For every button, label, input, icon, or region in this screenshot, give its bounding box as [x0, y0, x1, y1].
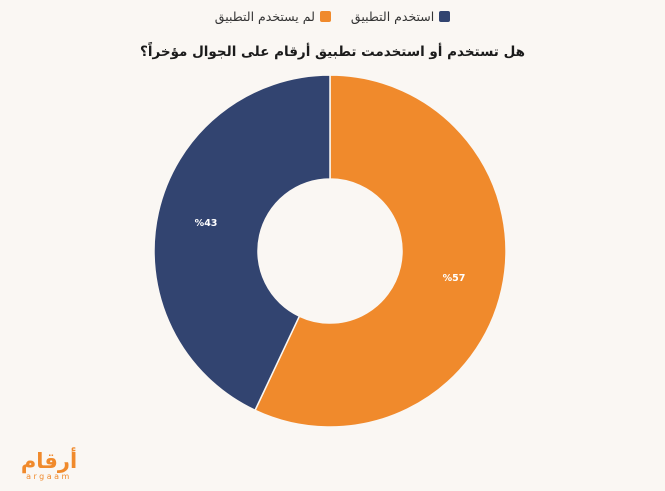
legend-item-not-used[interactable]: لم يستخدم التطبيق	[215, 9, 331, 24]
donut-slice-1[interactable]	[254, 74, 507, 428]
slice-label-1: %57	[443, 273, 466, 284]
donut-slice-2[interactable]	[153, 74, 331, 412]
legend-item-used[interactable]: استخدم التطبيق	[350, 9, 451, 24]
slice-label-2: %43	[195, 218, 218, 229]
logo-subtext: argaam	[26, 472, 72, 481]
chart-title: هل تستخدم أو استخدمت تطبيق أرقام على الج…	[139, 44, 525, 60]
legend-swatch-not-used	[319, 11, 331, 22]
logo-text: أرقام	[20, 449, 78, 473]
legend-label-used: استخدم التطبيق	[350, 9, 435, 24]
legend-label-not-used: لم يستخدم التطبيق	[214, 9, 315, 24]
legend-swatch-used	[439, 11, 451, 22]
chart-legend: استخدم التطبيق لم يستخدم التطبيق	[0, 9, 665, 24]
argaam-logo: أرقام argaam	[14, 450, 84, 482]
